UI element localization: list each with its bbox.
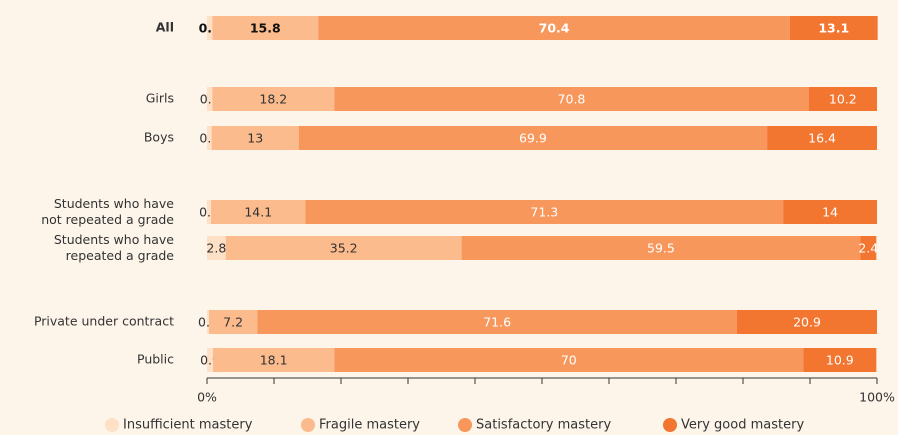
value-label: 16.4 xyxy=(808,131,836,146)
bar-segment xyxy=(736,310,877,334)
category-label: All xyxy=(156,20,174,35)
bar-segment xyxy=(207,310,210,334)
value-label: 71.6 xyxy=(483,315,511,330)
value-label: 7.2 xyxy=(223,315,243,330)
bar-segment xyxy=(211,126,299,150)
bar-segment xyxy=(207,87,213,111)
value-label: 2.8 xyxy=(206,241,226,256)
bar-segment xyxy=(334,87,809,111)
bar-segment xyxy=(257,310,737,334)
legend-label: Very good mastery xyxy=(681,418,804,433)
bar-segment xyxy=(318,16,790,40)
value-label: 18.1 xyxy=(260,353,288,368)
bar-segment xyxy=(207,16,213,40)
legend-swatch xyxy=(105,418,119,432)
legend-swatch xyxy=(663,418,677,432)
bar-segment xyxy=(207,236,226,260)
bar-segment xyxy=(461,236,861,260)
bar-segment xyxy=(808,87,877,111)
value-label: 15.8 xyxy=(250,21,281,36)
bar-segment xyxy=(225,236,462,260)
category-label: Public xyxy=(137,352,174,367)
value-label: 14 xyxy=(822,205,838,220)
value-label: 70 xyxy=(561,353,577,368)
x-tick-label: 100% xyxy=(859,390,895,405)
bar-segment xyxy=(783,200,877,224)
legend-swatch xyxy=(301,418,315,432)
bar-segment xyxy=(803,348,877,372)
bar-segment xyxy=(298,126,768,150)
legend-swatch xyxy=(458,418,472,432)
value-label: 20.9 xyxy=(793,315,821,330)
bar-segment xyxy=(789,16,878,40)
bar-segment xyxy=(860,236,877,260)
value-label: 18.2 xyxy=(259,92,287,107)
value-label: 69.9 xyxy=(519,131,547,146)
category-label: Students who have repeated a grade xyxy=(54,232,174,263)
value-label: 70.8 xyxy=(558,92,586,107)
category-label: Boys xyxy=(144,130,174,145)
value-label: 10.2 xyxy=(829,92,857,107)
category-label: Students who have not repeated a grade xyxy=(41,196,174,227)
bar-segment xyxy=(334,348,804,372)
value-label: 71.3 xyxy=(530,205,558,220)
x-tick-label: 0% xyxy=(197,390,217,405)
bar-segment xyxy=(212,16,319,40)
bar-segment xyxy=(209,310,258,334)
bar-segment xyxy=(305,200,784,224)
value-label: 13.1 xyxy=(818,21,849,36)
bar-segment xyxy=(207,200,212,224)
bar-segment xyxy=(211,200,306,224)
legend-label: Insufficient mastery xyxy=(123,418,253,433)
bar-segment xyxy=(207,348,214,372)
value-label: 14.1 xyxy=(244,205,272,220)
bar-segment xyxy=(213,348,335,372)
legend-label: Satisfactory mastery xyxy=(476,418,611,433)
value-label: 35.2 xyxy=(330,241,358,256)
value-label: 70.4 xyxy=(539,21,570,36)
category-label: Girls xyxy=(146,91,174,106)
value-label: 2.4 xyxy=(858,241,878,256)
value-label: 13 xyxy=(247,131,263,146)
category-label: Private under contract xyxy=(34,314,174,329)
bar-segment xyxy=(212,87,335,111)
value-label: 10.9 xyxy=(826,353,854,368)
bar-segment xyxy=(767,126,877,150)
bar-segment xyxy=(207,126,212,150)
legend-label: Fragile mastery xyxy=(319,418,420,433)
value-label: 59.5 xyxy=(647,241,675,256)
